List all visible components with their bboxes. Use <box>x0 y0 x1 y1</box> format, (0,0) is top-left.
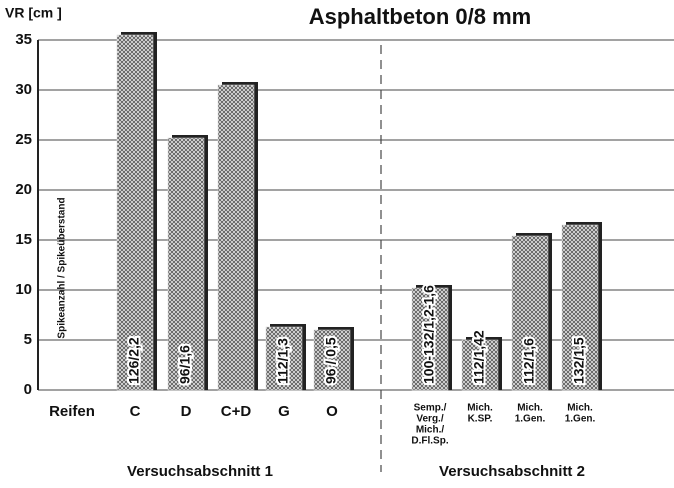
bar-label: 100-132/1,2-1,6 <box>421 285 437 384</box>
bar <box>511 235 549 391</box>
bar <box>265 326 303 391</box>
bar <box>313 329 351 391</box>
x-tick-label: 1.Gen. <box>515 414 546 425</box>
x-tick-label: Mich. <box>467 403 493 414</box>
bar-label: 112/1,3 <box>275 338 291 384</box>
y-tick-label: 10 <box>15 281 32 298</box>
x-tick-label: Mich. <box>517 403 543 414</box>
x-tick-label: D <box>181 403 192 420</box>
y-tick-label: 20 <box>15 181 32 198</box>
bar <box>116 34 154 391</box>
x-tick-label: O <box>326 403 338 420</box>
x-tick-label: Mich./ <box>416 425 445 436</box>
bar-label: 126/2,2 <box>126 337 142 384</box>
x-tick-label: K.SP. <box>468 414 493 425</box>
bar <box>167 137 205 391</box>
y-tick-label: 30 <box>15 81 32 98</box>
group-label: Versuchsabschnitt 1 <box>127 463 273 480</box>
bar-label: 132/1,5 <box>571 337 587 384</box>
y-tick-label: 35 <box>15 31 32 48</box>
bar-label: 112/1,6 <box>521 338 537 384</box>
bar <box>561 224 599 391</box>
y-tick-label: 15 <box>15 231 32 248</box>
chart-title: Asphaltbeton 0/8 mm <box>309 4 531 29</box>
x-tick-label: C+D <box>221 403 252 420</box>
bar <box>461 339 499 391</box>
y-tick-label: 25 <box>15 131 32 148</box>
x-tick-label: Mich. <box>567 403 593 414</box>
y-axis-label: VR [cm ] <box>5 5 62 21</box>
group-label: Versuchsabschnitt 2 <box>439 463 585 480</box>
bar-label: 112/1,42 <box>471 330 487 384</box>
x-tick-label: C <box>130 403 141 420</box>
y-tick-label: 0 <box>24 381 32 398</box>
bar <box>217 84 255 391</box>
bar-label: 96/1,6 <box>177 345 193 384</box>
y-tick-label: 5 <box>24 331 32 348</box>
x-tick-label: Verg./ <box>416 414 443 425</box>
rotated-label: Spikeanzahl / Spikeüberstand <box>57 197 68 338</box>
x-tick-label: 1.Gen. <box>565 414 596 425</box>
bar-label: 96 / 0,5 <box>323 337 339 384</box>
x-tick-label: Reifen <box>49 403 95 420</box>
x-tick-label: G <box>278 403 290 420</box>
bar <box>411 287 449 391</box>
x-tick-label: Semp./ <box>414 403 447 414</box>
x-tick-label: D.Fl.Sp. <box>411 436 448 447</box>
